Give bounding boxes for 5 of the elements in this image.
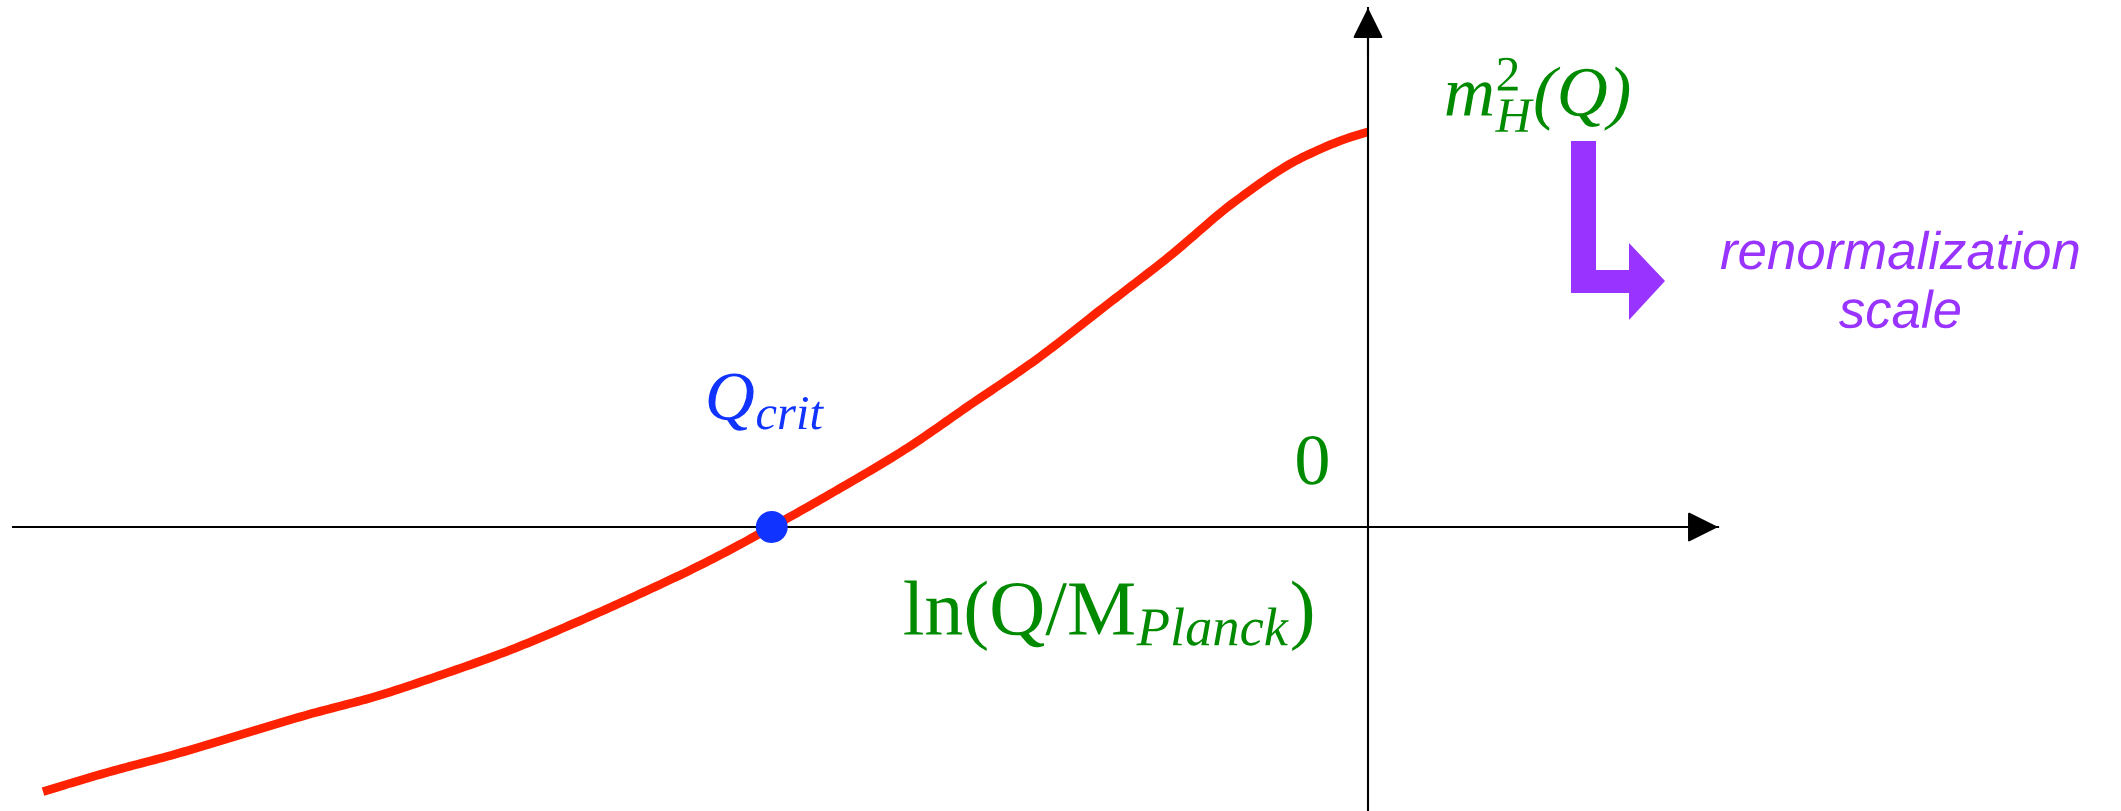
- series-label: Q$_{crit}$: [708, 373, 824, 431]
- annotation: 0: [1297, 435, 1328, 485]
- text: renormalization scale: [1720, 230, 2079, 329]
- y-axis-title: m$^{2}$$_{H}$(Q): [1446, 57, 1630, 132]
- x-axis-title: ln(Q/M$_{Planck}$): [904, 580, 1313, 652]
